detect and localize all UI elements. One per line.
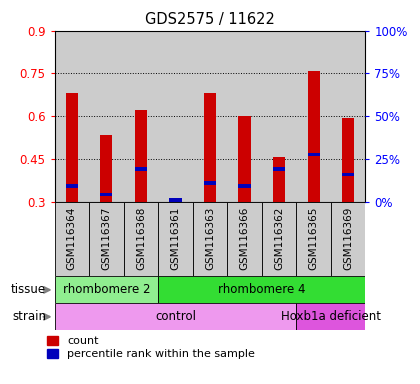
Bar — [297, 303, 365, 330]
Text: rhombomere 2: rhombomere 2 — [63, 283, 150, 296]
Bar — [100, 135, 113, 202]
Bar — [273, 167, 285, 171]
Text: tissue: tissue — [11, 283, 46, 296]
Bar — [135, 111, 147, 202]
Bar — [239, 116, 251, 202]
Bar — [204, 181, 216, 185]
Bar — [135, 167, 147, 171]
Bar — [100, 193, 113, 196]
Bar — [55, 202, 89, 276]
Bar — [158, 276, 365, 303]
Bar — [55, 303, 297, 330]
Bar — [204, 93, 216, 202]
Text: GSM116368: GSM116368 — [136, 207, 146, 270]
Bar — [123, 202, 158, 276]
Bar — [262, 202, 297, 276]
Text: control: control — [155, 310, 196, 323]
Bar — [342, 118, 354, 202]
Text: GSM116363: GSM116363 — [205, 207, 215, 270]
Bar — [193, 202, 227, 276]
Bar — [227, 202, 262, 276]
Bar — [66, 93, 78, 202]
Bar — [66, 184, 78, 188]
Text: GSM116367: GSM116367 — [101, 207, 111, 270]
Text: GSM116362: GSM116362 — [274, 207, 284, 270]
Bar — [297, 202, 331, 276]
Bar — [307, 153, 320, 156]
Text: strain: strain — [12, 310, 46, 323]
Text: rhombomere 4: rhombomere 4 — [218, 283, 305, 296]
Bar — [307, 71, 320, 202]
Legend: count, percentile rank within the sample: count, percentile rank within the sample — [47, 336, 255, 359]
Bar — [89, 202, 123, 276]
Bar — [169, 200, 181, 202]
Text: GSM116369: GSM116369 — [343, 207, 353, 270]
Bar — [331, 202, 365, 276]
Text: Hoxb1a deficient: Hoxb1a deficient — [281, 310, 381, 323]
Text: GSM116361: GSM116361 — [171, 207, 181, 270]
Bar — [169, 198, 181, 202]
Bar — [239, 184, 251, 188]
Bar — [273, 157, 285, 202]
Title: GDS2575 / 11622: GDS2575 / 11622 — [145, 12, 275, 27]
Text: GSM116365: GSM116365 — [309, 207, 319, 270]
Text: GSM116364: GSM116364 — [67, 207, 77, 270]
Text: GSM116366: GSM116366 — [239, 207, 249, 270]
Bar — [342, 173, 354, 176]
Bar — [158, 202, 193, 276]
Bar — [55, 276, 158, 303]
